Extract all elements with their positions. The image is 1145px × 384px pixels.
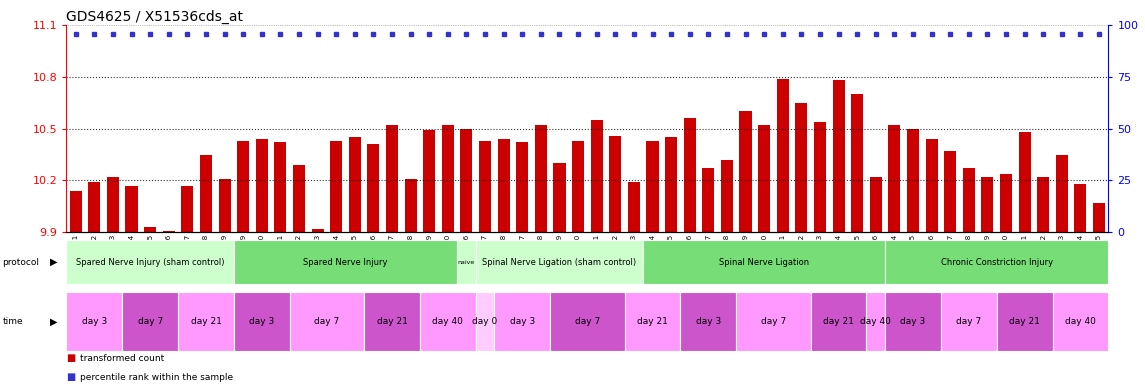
Text: time: time bbox=[2, 317, 23, 326]
Bar bbox=[1000, 174, 1012, 232]
Bar bbox=[424, 130, 435, 232]
Bar bbox=[275, 142, 286, 232]
Text: day 7: day 7 bbox=[314, 317, 340, 326]
Text: day 21: day 21 bbox=[377, 317, 408, 326]
Text: day 40: day 40 bbox=[433, 317, 464, 326]
Text: Chronic Constriction Injury: Chronic Constriction Injury bbox=[941, 258, 1052, 266]
Bar bbox=[627, 182, 640, 232]
Text: day 7: day 7 bbox=[956, 317, 981, 326]
Bar bbox=[572, 141, 584, 232]
Text: Spinal Nerve Ligation: Spinal Nerve Ligation bbox=[719, 258, 810, 266]
Bar bbox=[479, 141, 491, 232]
Bar bbox=[144, 227, 156, 232]
Bar bbox=[516, 142, 528, 232]
Text: day 40: day 40 bbox=[860, 317, 891, 326]
Bar bbox=[1056, 154, 1068, 232]
Text: ■: ■ bbox=[66, 372, 76, 382]
Bar bbox=[70, 191, 81, 232]
Bar bbox=[907, 129, 919, 232]
Bar bbox=[1074, 184, 1087, 232]
Bar bbox=[404, 179, 417, 232]
Text: day 21: day 21 bbox=[637, 317, 668, 326]
Bar bbox=[535, 125, 547, 232]
Text: day 21: day 21 bbox=[823, 317, 854, 326]
Bar bbox=[88, 182, 101, 232]
Bar bbox=[460, 129, 473, 232]
Bar bbox=[963, 168, 974, 232]
Bar bbox=[889, 125, 900, 232]
Bar bbox=[200, 154, 212, 232]
Bar bbox=[609, 136, 622, 232]
Bar bbox=[832, 80, 845, 232]
Bar bbox=[591, 120, 602, 232]
Bar bbox=[553, 163, 566, 232]
Bar bbox=[684, 118, 696, 232]
Bar bbox=[311, 229, 324, 232]
Bar bbox=[498, 139, 510, 232]
Bar bbox=[126, 185, 137, 232]
Bar bbox=[721, 160, 733, 232]
Bar bbox=[851, 94, 863, 232]
Bar bbox=[163, 230, 175, 232]
Text: naive: naive bbox=[458, 260, 475, 265]
Text: day 3: day 3 bbox=[510, 317, 535, 326]
Bar bbox=[106, 177, 119, 232]
Bar bbox=[776, 78, 789, 232]
Bar bbox=[740, 111, 751, 232]
Bar bbox=[219, 179, 230, 232]
Text: Spinal Nerve Ligation (sham control): Spinal Nerve Ligation (sham control) bbox=[482, 258, 637, 266]
Text: day 21: day 21 bbox=[190, 317, 221, 326]
Text: day 40: day 40 bbox=[1065, 317, 1096, 326]
Text: day 0: day 0 bbox=[473, 317, 498, 326]
Text: day 7: day 7 bbox=[575, 317, 600, 326]
Bar bbox=[386, 125, 398, 232]
Bar bbox=[368, 144, 379, 232]
Bar bbox=[796, 103, 807, 232]
Text: ▶: ▶ bbox=[50, 257, 58, 267]
Bar bbox=[181, 185, 194, 232]
Bar bbox=[945, 151, 956, 232]
Bar bbox=[758, 125, 771, 232]
Bar bbox=[1019, 132, 1030, 232]
Bar bbox=[442, 125, 453, 232]
Text: day 3: day 3 bbox=[81, 317, 106, 326]
Bar bbox=[925, 139, 938, 232]
Text: percentile rank within the sample: percentile rank within the sample bbox=[80, 373, 234, 382]
Text: Spared Nerve Injury: Spared Nerve Injury bbox=[303, 258, 388, 266]
Bar bbox=[255, 139, 268, 232]
Bar bbox=[349, 137, 361, 232]
Text: GDS4625 / X51536cds_at: GDS4625 / X51536cds_at bbox=[66, 10, 244, 24]
Bar bbox=[665, 137, 677, 232]
Bar bbox=[702, 168, 714, 232]
Bar bbox=[647, 141, 658, 232]
Text: transformed count: transformed count bbox=[80, 354, 165, 363]
Text: day 3: day 3 bbox=[696, 317, 721, 326]
Text: day 7: day 7 bbox=[760, 317, 787, 326]
Bar bbox=[814, 122, 826, 232]
Text: day 3: day 3 bbox=[250, 317, 275, 326]
Bar bbox=[293, 165, 305, 232]
Text: Spared Nerve Injury (sham control): Spared Nerve Injury (sham control) bbox=[76, 258, 224, 266]
Bar bbox=[981, 177, 994, 232]
Bar bbox=[1037, 177, 1049, 232]
Bar bbox=[870, 177, 882, 232]
Text: ▶: ▶ bbox=[50, 316, 58, 327]
Text: ■: ■ bbox=[66, 353, 76, 363]
Bar bbox=[237, 141, 250, 232]
Text: day 21: day 21 bbox=[1009, 317, 1040, 326]
Text: day 7: day 7 bbox=[137, 317, 163, 326]
Text: protocol: protocol bbox=[2, 258, 39, 266]
Bar bbox=[1093, 203, 1105, 232]
Text: day 3: day 3 bbox=[900, 317, 925, 326]
Bar bbox=[330, 141, 342, 232]
